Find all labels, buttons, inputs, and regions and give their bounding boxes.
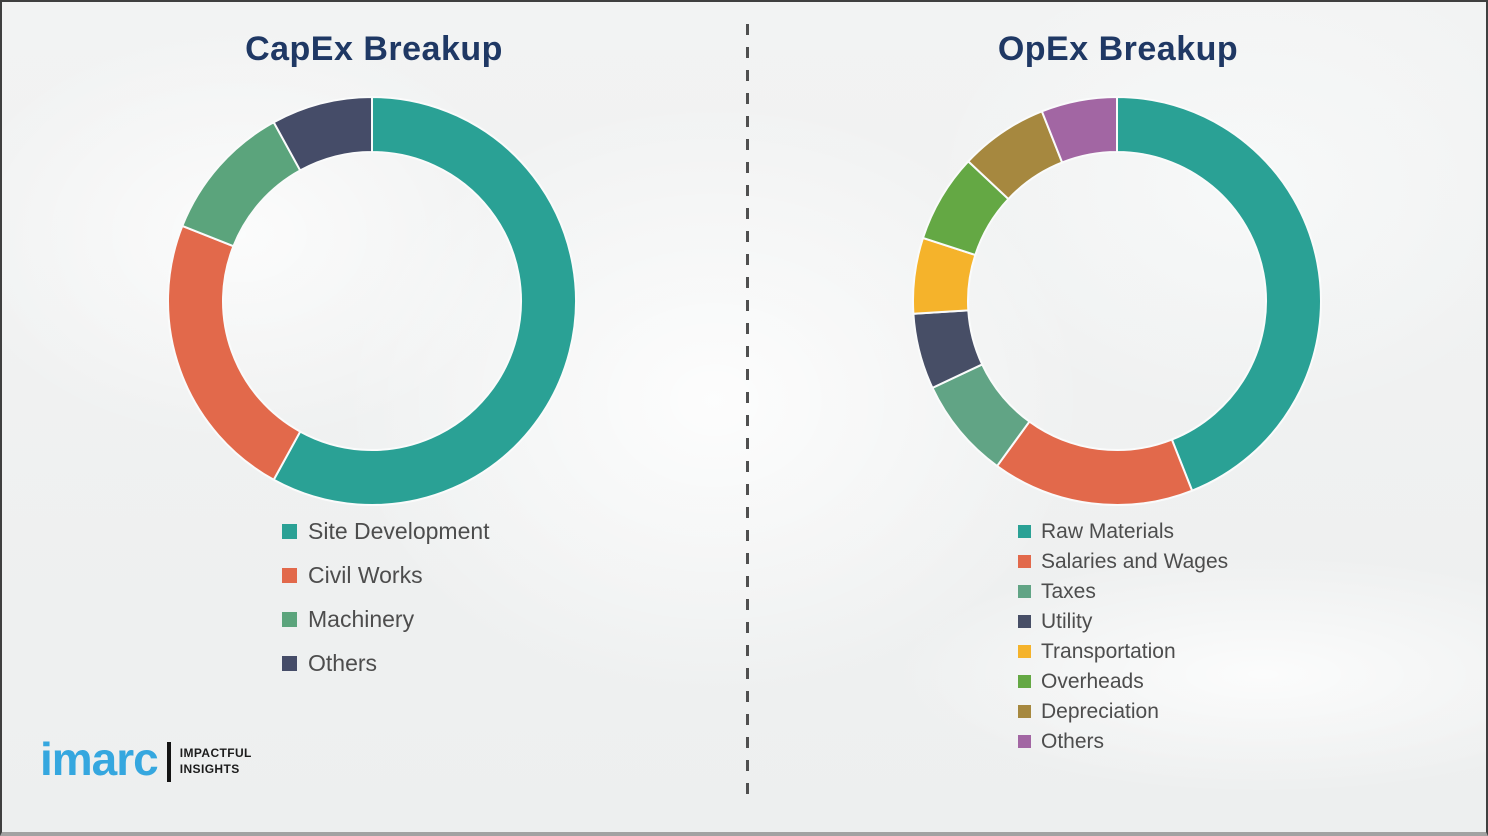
- legend-item-site-development: Site Development: [282, 518, 490, 544]
- legend-label: Raw Materials: [1041, 519, 1175, 543]
- opex-legend: Raw Materials Salaries and Wages Taxes Util…: [1018, 520, 1228, 760]
- tagline-line-1: IMPACTFUL: [179, 746, 252, 761]
- legend-label: Depreciation: [1041, 699, 1159, 723]
- legend-item-depreciation: Depreciation: [1018, 700, 1228, 723]
- vertical-dashed-divider: [746, 24, 749, 794]
- legend-label: Utility: [1041, 609, 1093, 633]
- legend-item-raw-materials: Raw Materials: [1018, 520, 1228, 543]
- legend-label: Civil Works: [308, 561, 423, 588]
- capex-legend: Site Development Civil Works Machinery Othe…: [282, 518, 490, 694]
- legend-label: Salaries and Wages: [1041, 549, 1229, 573]
- tagline-line-2: INSIGHTS: [179, 762, 240, 776]
- legend-item-machinery: Machinery: [282, 606, 490, 632]
- legend-swatch: [1018, 675, 1031, 688]
- legend-label: Others: [1041, 729, 1105, 753]
- legend-swatch: [1018, 645, 1031, 658]
- legend-swatch: [1018, 705, 1031, 718]
- legend-label: Taxes: [1041, 579, 1096, 603]
- legend-item-overheads: Overheads: [1018, 670, 1228, 693]
- legend-item-salaries-and-wages: Salaries and Wages: [1018, 550, 1228, 573]
- opex-donut-chart: [912, 96, 1322, 506]
- legend-label: Overheads: [1041, 669, 1144, 693]
- donut-segment-raw-materials: [1116, 96, 1322, 492]
- capex-title: CapEx Breakup: [245, 30, 503, 68]
- logo-tagline: IMPACTFUL INSIGHTS: [180, 746, 252, 777]
- imarc-brand-text: imarc: [40, 733, 159, 785]
- legend-swatch: [1018, 555, 1031, 568]
- legend-swatch: [1018, 585, 1031, 598]
- legend-item-transportation: Transportation: [1018, 640, 1228, 663]
- legend-swatch: [1018, 525, 1031, 538]
- legend-label: Site Development: [308, 517, 490, 544]
- legend-item-civil-works: Civil Works: [282, 562, 490, 588]
- legend-swatch: [282, 611, 297, 627]
- imarc-logo: imarc IMPACTFUL INSIGHTS: [40, 736, 252, 782]
- logo-separator-bar: [166, 742, 171, 782]
- legend-label: Machinery: [308, 605, 415, 632]
- legend-swatch: [1018, 735, 1031, 748]
- donut-segment-salaries-and-wages: [995, 420, 1194, 506]
- legend-swatch: [282, 567, 297, 583]
- legend-swatch: [282, 523, 297, 539]
- legend-item-others: Others: [282, 650, 490, 676]
- legend-swatch: [282, 655, 297, 671]
- legend-label: Others: [308, 649, 378, 676]
- legend-item-others: Others: [1018, 730, 1228, 753]
- capex-donut-chart: [167, 96, 577, 506]
- legend-item-taxes: Taxes: [1018, 580, 1228, 603]
- donut-segment-others: [1040, 96, 1118, 164]
- opex-title: OpEx Breakup: [997, 30, 1239, 68]
- donut-segment-others: [272, 96, 373, 172]
- donut-segment-civil-works: [167, 224, 302, 482]
- donut-segment-site-development: [272, 96, 577, 506]
- legend-swatch: [1018, 615, 1031, 628]
- legend-label: Transportation: [1041, 639, 1176, 663]
- legend-item-utility: Utility: [1018, 610, 1228, 633]
- donut-segment-machinery: [181, 120, 302, 248]
